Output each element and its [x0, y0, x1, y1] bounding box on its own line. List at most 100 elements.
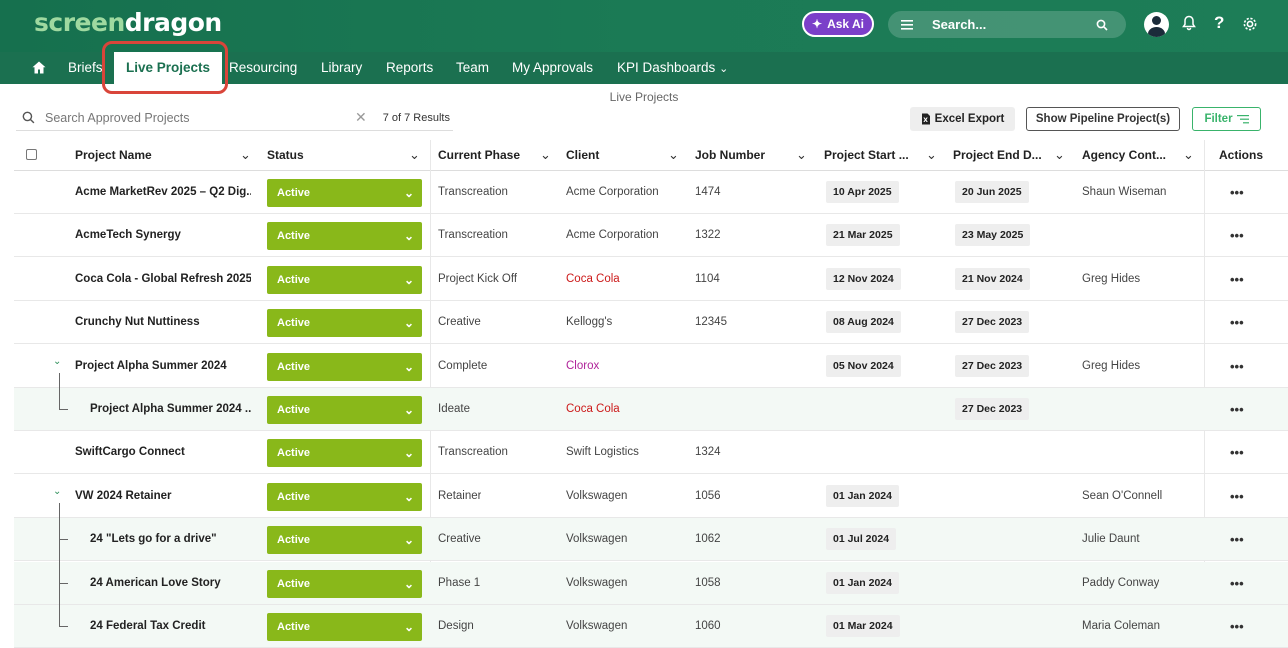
col-status[interactable]: Status: [267, 148, 304, 162]
more-actions-icon[interactable]: •••: [1230, 575, 1244, 591]
client-name: Volkswagen: [566, 533, 628, 546]
project-start-date: 08 Aug 2024: [826, 311, 901, 334]
current-phase: Transcreation: [438, 446, 508, 459]
status-dropdown[interactable]: Active ⌄: [267, 482, 422, 511]
project-name[interactable]: Acme MarketRev 2025 – Q2 Dig...: [75, 186, 251, 198]
chevron-down-icon[interactable]: ⌄: [540, 147, 551, 162]
nav-live-projects[interactable]: Live Projects: [114, 52, 223, 84]
status-dropdown[interactable]: Active ⌄: [267, 526, 422, 555]
nav-briefs[interactable]: Briefs: [68, 60, 103, 75]
chevron-down-icon[interactable]: ⌄: [1054, 147, 1065, 162]
project-name[interactable]: VW 2024 Retainer: [75, 489, 172, 502]
more-actions-icon[interactable]: •••: [1230, 185, 1244, 200]
gear-icon[interactable]: [1242, 16, 1258, 32]
status-dropdown[interactable]: Active ⌄: [267, 179, 422, 207]
chevron-down-icon: ⌄: [403, 272, 414, 287]
current-phase: Phase 1: [438, 576, 481, 589]
home-icon[interactable]: [32, 61, 46, 74]
job-number: 1062: [695, 533, 721, 546]
nav-reports[interactable]: Reports: [386, 60, 434, 75]
chevron-down-icon[interactable]: ⌄: [926, 147, 937, 162]
table-row[interactable]: Coca Cola - Global Refresh 2025 Active ⌄ Pr…: [14, 258, 1288, 301]
project-name[interactable]: AcmeTech Synergy: [75, 229, 181, 242]
col-project-name[interactable]: Project Name: [75, 148, 152, 162]
project-search[interactable]: Search Approved Projects ✕ 7 of 7 Result…: [16, 105, 453, 131]
table-row[interactable]: ⌄ Project Alpha Summer 2024 Active ⌄ Complet…: [14, 345, 1288, 388]
project-name[interactable]: Project Alpha Summer 2024 ...: [90, 403, 251, 415]
project-search-input[interactable]: Search Approved Projects: [45, 110, 190, 125]
chevron-down-icon[interactable]: ⌄: [1183, 147, 1194, 162]
more-actions-icon[interactable]: •••: [1230, 619, 1244, 634]
search-icon[interactable]: [1096, 19, 1108, 31]
chevron-down-icon: ⌄: [403, 489, 414, 504]
show-pipeline-button[interactable]: Show Pipeline Project(s): [1026, 107, 1180, 131]
current-phase: Project Kick Off: [438, 272, 518, 285]
col-project-start[interactable]: Project Start ...: [824, 148, 909, 162]
more-actions-icon[interactable]: •••: [1230, 532, 1244, 548]
menu-icon[interactable]: [900, 19, 914, 30]
status-dropdown[interactable]: Active ⌄: [267, 352, 422, 381]
table-row[interactable]: Project Alpha Summer 2024 ... Active ⌄ Idea…: [14, 388, 1288, 431]
project-name[interactable]: SwiftCargo Connect: [75, 446, 185, 459]
table-row[interactable]: 24 "Lets go for a drive" Active ⌄ Creative V…: [14, 518, 1288, 562]
filter-button[interactable]: Filter: [1192, 107, 1261, 131]
project-name[interactable]: Crunchy Nut Nuttiness: [75, 316, 200, 329]
excel-export-button[interactable]: X Excel Export: [910, 107, 1015, 131]
more-actions-icon[interactable]: •••: [1230, 358, 1244, 374]
job-number: 1058: [695, 576, 721, 589]
chevron-down-icon[interactable]: ⌄: [796, 147, 807, 162]
col-agency-contact[interactable]: Agency Cont...: [1082, 148, 1167, 162]
status-dropdown[interactable]: Active ⌄: [267, 613, 422, 641]
global-search-input[interactable]: Search...: [932, 17, 987, 32]
more-actions-icon[interactable]: •••: [1230, 488, 1244, 504]
table-row[interactable]: 24 American Love Story Active ⌄ Phase 1 Volk…: [14, 561, 1288, 605]
project-name[interactable]: Project Alpha Summer 2024: [75, 359, 227, 372]
table-row[interactable]: Acme MarketRev 2025 – Q2 Dig... Active ⌄ Tr…: [14, 171, 1288, 214]
app-logo[interactable]: screendragon: [34, 8, 222, 37]
chevron-down-icon[interactable]: ⌄: [668, 147, 679, 162]
nav-my-approvals[interactable]: My Approvals: [512, 60, 594, 75]
chevron-down-icon: ⌄: [719, 63, 729, 75]
global-search[interactable]: Search...: [888, 11, 1126, 38]
status-dropdown[interactable]: Active ⌄: [267, 569, 422, 598]
status-dropdown[interactable]: Active ⌄: [267, 396, 422, 424]
more-actions-icon[interactable]: •••: [1230, 228, 1244, 244]
project-name[interactable]: Coca Cola - Global Refresh 2025: [75, 272, 251, 285]
more-actions-icon[interactable]: •••: [1230, 445, 1244, 461]
col-project-end[interactable]: Project End D...: [953, 148, 1042, 162]
tree-connector: [59, 409, 68, 410]
more-actions-icon[interactable]: •••: [1230, 315, 1244, 331]
col-current-phase[interactable]: Current Phase: [438, 148, 521, 162]
table-row[interactable]: AcmeTech Synergy Active ⌄ Transcreation Acme…: [14, 214, 1288, 258]
table-row[interactable]: SwiftCargo Connect Active ⌄ Transcreation Sw…: [14, 431, 1288, 475]
ask-ai-button[interactable]: ✦ Ask Ai: [802, 11, 874, 37]
nav-resourcing[interactable]: Resourcing: [229, 60, 298, 75]
more-actions-icon[interactable]: •••: [1230, 271, 1244, 287]
status-dropdown[interactable]: Active ⌄: [267, 309, 422, 338]
status-dropdown[interactable]: Active ⌄: [267, 265, 422, 294]
table-row[interactable]: Crunchy Nut Nuttiness Active ⌄ Creative Kell…: [14, 301, 1288, 345]
col-job-number[interactable]: Job Number: [695, 148, 766, 162]
nav-kpi-dashboards[interactable]: KPI Dashboards ⌄: [617, 60, 729, 75]
col-client[interactable]: Client: [566, 148, 600, 162]
table-row[interactable]: ⌄ VW 2024 Retainer Active ⌄ Retainer Volkswag…: [14, 475, 1288, 518]
project-name[interactable]: 24 "Lets go for a drive": [90, 533, 217, 546]
project-name[interactable]: 24 American Love Story: [90, 576, 221, 589]
status-dropdown[interactable]: Active ⌄: [267, 439, 422, 468]
expand-chevron-icon[interactable]: ⌄: [53, 355, 62, 367]
chevron-down-icon[interactable]: ⌄: [240, 147, 251, 162]
clear-search-icon[interactable]: ✕: [355, 109, 367, 125]
expand-chevron-icon[interactable]: ⌄: [53, 485, 62, 497]
project-name[interactable]: 24 Federal Tax Credit: [90, 620, 206, 632]
chevron-down-icon[interactable]: ⌄: [409, 147, 420, 162]
nav-library[interactable]: Library: [321, 60, 363, 75]
help-icon[interactable]: ?: [1214, 13, 1225, 32]
project-end-date: 27 Dec 2023: [955, 311, 1030, 334]
user-avatar[interactable]: [1144, 12, 1169, 37]
nav-team[interactable]: Team: [456, 60, 490, 75]
more-actions-icon[interactable]: •••: [1230, 402, 1244, 417]
bell-icon[interactable]: [1182, 15, 1196, 31]
status-dropdown[interactable]: Active ⌄: [267, 222, 422, 251]
table-row[interactable]: 24 Federal Tax Credit Active ⌄ Design Volksw…: [14, 605, 1288, 648]
select-all-checkbox[interactable]: [26, 149, 37, 160]
